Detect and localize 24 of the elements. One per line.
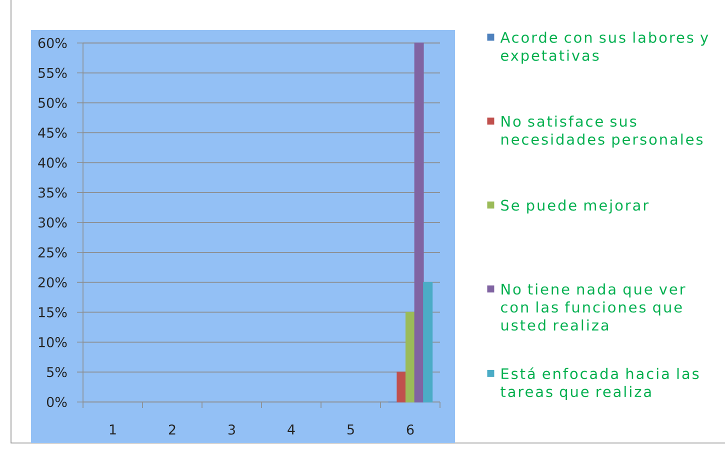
y-tick-label: 30% — [38, 217, 67, 228]
y-tick-label: 15% — [38, 307, 67, 318]
legend-label: Está enfocada hacia las tareas que realiza — [500, 367, 699, 400]
y-tick-label: 40% — [38, 158, 67, 168]
legend-label: Acorde con sus labores y expetativas — [500, 32, 708, 64]
legend-label: No tiene nada que ver con las funciones que usted realiza — [501, 283, 686, 331]
x-tick-label: 6 — [406, 424, 414, 435]
y-tick-label: 10% — [38, 337, 67, 348]
y-tick-label: 25% — [38, 247, 67, 258]
y-tick-label: 0% — [46, 396, 67, 408]
x-tick-label: 4 — [288, 424, 295, 434]
x-tick-label: 5 — [348, 424, 354, 435]
y-tick-label: 35% — [38, 187, 67, 198]
legend-label: Se puede mejorar — [501, 200, 649, 214]
y-tick-label: 45% — [38, 128, 67, 138]
y-tick-label: 20% — [38, 277, 67, 288]
legend-label: No satisface sus necesidades personales — [502, 116, 703, 148]
y-tick-label: 55% — [38, 68, 67, 78]
y-tick-label: 50% — [38, 98, 67, 108]
y-tick-label: 5% — [47, 366, 67, 378]
x-tick-label: 3 — [228, 424, 235, 435]
x-tick-label: 1 — [110, 424, 116, 434]
x-tick-label: 2 — [168, 424, 176, 435]
y-tick-label: 60% — [38, 38, 67, 48]
